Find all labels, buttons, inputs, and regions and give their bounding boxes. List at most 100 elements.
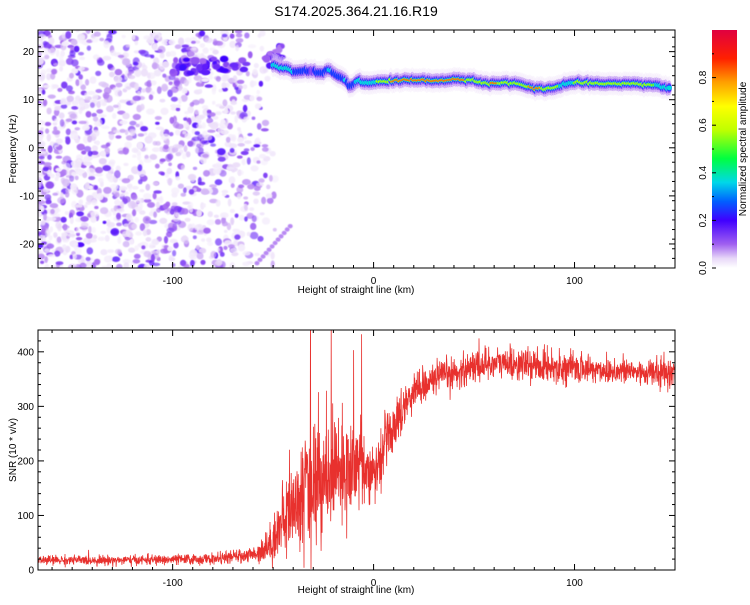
spectrogram-cell — [92, 54, 100, 60]
spectrogram-cell — [269, 150, 276, 157]
spectrogram-cell — [236, 193, 242, 200]
spectrogram-cell — [38, 200, 46, 205]
spectrogram-cell — [209, 198, 218, 204]
spectrogram-cell — [221, 189, 229, 194]
snr-panel: -100 0 100 0 100 200 300 400 Height of straight… — [8, 329, 676, 596]
spectrogram-xlabel: Height of straight line (km) — [298, 285, 415, 296]
spectrogram-cell — [269, 174, 273, 182]
spectrogram-cell — [41, 237, 46, 242]
spectrogram-cell — [69, 50, 76, 57]
spectrogram-cell — [38, 58, 44, 66]
colorbar-tick-label: 0.0 — [698, 261, 709, 275]
spectrogram-cell — [271, 191, 277, 199]
spectrogram-cell — [221, 82, 227, 89]
spectrogram-cell — [38, 130, 44, 135]
spectrogram-cell — [108, 255, 113, 262]
spectrogram-cell — [222, 74, 230, 80]
spectrogram-cell — [89, 76, 97, 84]
spectrogram-cell — [183, 187, 187, 194]
spectrogram-cell — [132, 113, 141, 121]
spectrogram-cell — [124, 73, 128, 81]
spectrogram-cell — [87, 150, 93, 157]
spectrogram-cell — [38, 150, 47, 155]
spectrogram-cell — [142, 64, 148, 71]
spectrogram-cell — [139, 189, 145, 193]
spectrogram-cell — [156, 249, 161, 255]
spectrogram-cell — [121, 34, 126, 39]
spectrogram-cell — [218, 88, 223, 93]
spectrogram-cell — [49, 203, 59, 209]
spectrogram-cell — [102, 192, 110, 198]
spectrogram-cell — [151, 147, 161, 153]
spectrogram-ylabel: Frequency (Hz) — [8, 115, 19, 184]
spectrogram-cell — [69, 217, 74, 225]
spectrogram-cell — [207, 129, 216, 133]
spectrogram-cell — [61, 232, 69, 237]
spectrogram-cell — [272, 227, 277, 232]
spectrogram-cell — [150, 253, 155, 262]
spectrogram-cell — [230, 183, 235, 189]
spectrogram-cell — [229, 262, 236, 268]
spectrogram-cell — [275, 46, 283, 54]
spectrogram-cell — [101, 265, 109, 268]
spectrogram-cell — [65, 230, 75, 234]
spectrogram-cell — [148, 242, 153, 249]
spectrogram-cell — [237, 170, 244, 176]
spectrogram-cell — [76, 232, 80, 237]
spectrogram-cell — [65, 31, 72, 39]
spectrogram-cell — [191, 40, 196, 44]
spectrogram-cell — [185, 151, 191, 158]
spectrogram-cell — [39, 39, 44, 48]
spectrogram-cell — [255, 182, 264, 188]
spectrogram-cell — [134, 69, 142, 78]
spectrogram-cell — [79, 262, 87, 268]
spectrogram-cell — [135, 197, 143, 204]
spectrogram-cell — [166, 167, 173, 175]
spectrogram-cell — [235, 38, 244, 43]
spectrogram-cell — [166, 227, 175, 234]
spectrogram-cell — [62, 162, 71, 170]
spectrogram-cell — [242, 61, 251, 67]
spectrogram-cell — [198, 98, 205, 104]
spectrogram-cell — [230, 101, 237, 105]
spectrogram-cell — [51, 68, 58, 75]
spectrogram-cell — [74, 168, 82, 172]
spectrogram-cell — [247, 51, 253, 59]
spectrogram-cell — [123, 162, 129, 167]
spectrogram-cell — [93, 258, 101, 266]
spectrogram-cell — [41, 89, 46, 95]
spectrogram-cell — [141, 245, 146, 250]
spectrogram-cell — [57, 87, 63, 92]
spectrogram-cell — [120, 201, 125, 208]
spectrogram-cell — [83, 146, 92, 152]
spectrogram-cell — [86, 247, 94, 255]
spectrogram-cell — [131, 185, 139, 190]
spectrogram-cell — [109, 71, 115, 78]
spectrogram-cell — [247, 183, 255, 190]
spectrogram-cell — [243, 116, 250, 121]
spectrogram-cell — [70, 133, 79, 140]
spectrogram-cell — [210, 250, 217, 259]
spectrogram-cell — [66, 168, 70, 176]
spectrogram-cell — [75, 79, 80, 87]
spectrogram-cell — [85, 182, 90, 189]
spectrogram-cell — [113, 129, 120, 134]
spectrogram-cell — [101, 102, 107, 107]
spectrogram-cell — [46, 73, 52, 81]
spectrogram-cell — [210, 56, 218, 62]
spectrogram-cell — [228, 143, 238, 149]
spectrogram-cell — [250, 222, 257, 230]
spectrogram-cell — [249, 207, 255, 212]
spectrogram-cell — [234, 213, 239, 218]
spectrogram-cell — [156, 207, 161, 213]
spectrogram-cell — [50, 208, 55, 215]
spectrogram-cell — [143, 263, 150, 268]
spectrogram-cell — [167, 153, 174, 160]
spectrogram-cell — [48, 235, 53, 241]
spectrogram-cell — [53, 126, 58, 132]
spectrogram-cell — [61, 81, 68, 89]
spectrogram-cell — [256, 123, 262, 130]
spectrogram-cell — [238, 214, 245, 221]
